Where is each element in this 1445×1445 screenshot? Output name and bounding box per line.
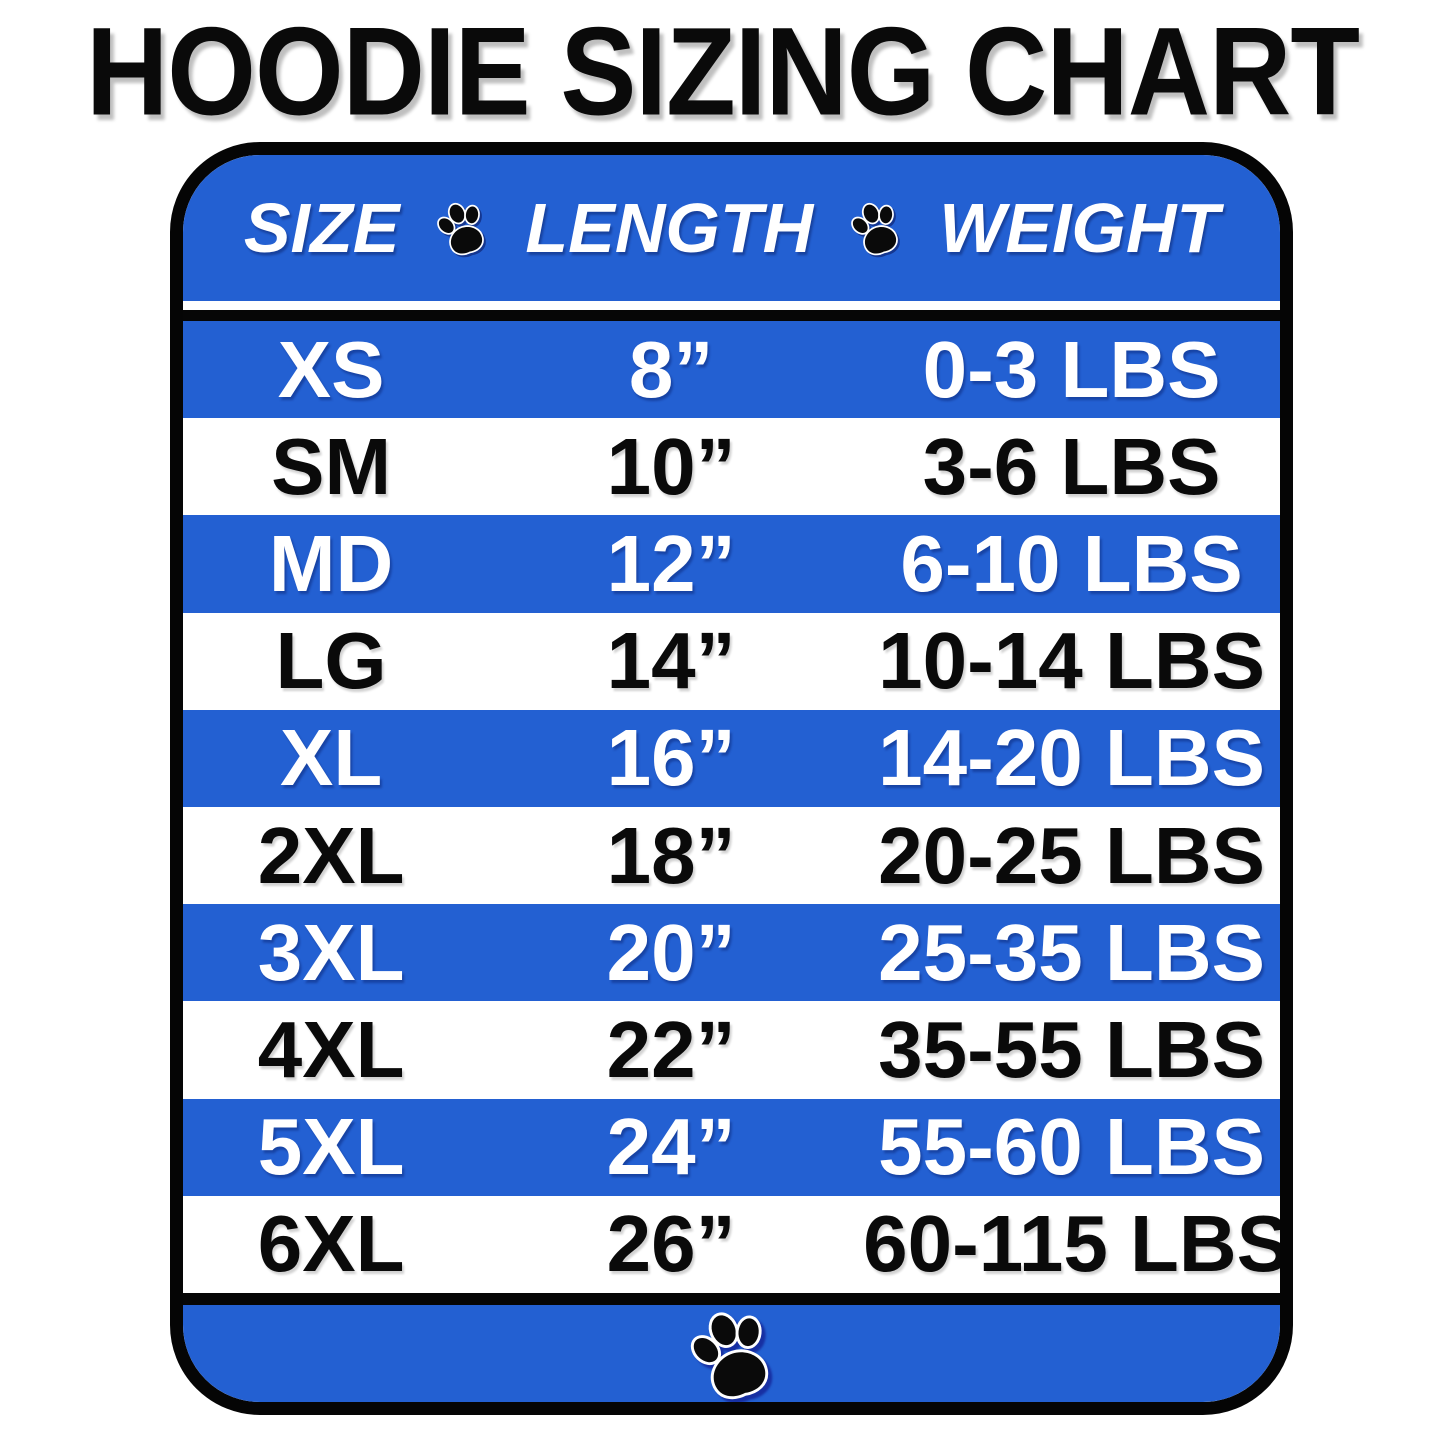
cell-weight: 20-25 LBS bbox=[878, 810, 1265, 900]
column-header-size: SIZE bbox=[243, 189, 400, 267]
cell-weight: 6-10 LBS bbox=[900, 519, 1243, 608]
cell-weight: 55-60 LBS bbox=[878, 1102, 1265, 1192]
cell-size: 2XL bbox=[257, 810, 405, 900]
table-row: 5XL 24” 55-60 LBS bbox=[183, 1098, 1280, 1196]
column-header-length: LENGTH bbox=[525, 189, 814, 267]
cell-size: LG bbox=[275, 616, 387, 706]
cell-length: 12” bbox=[606, 519, 736, 608]
table-row: 6XL 26” 60-115 LBS bbox=[183, 1195, 1291, 1294]
cell-size: SM bbox=[271, 421, 392, 511]
table-footer bbox=[183, 1305, 1280, 1402]
cell-weight: 14-20 LBS bbox=[878, 713, 1265, 803]
paw-icon bbox=[684, 1306, 780, 1402]
header-gap-strip bbox=[183, 301, 1280, 310]
paw-icon bbox=[433, 199, 491, 257]
table-row: 3XL 20” 25-35 LBS bbox=[183, 904, 1280, 1002]
table-row: 2XL 18” 20-25 LBS bbox=[183, 807, 1280, 905]
cell-weight: 0-3 LBS bbox=[922, 324, 1221, 414]
header-divider-line bbox=[183, 310, 1280, 321]
table-row: XL 16” 14-20 LBS bbox=[183, 709, 1280, 808]
cell-size: 5XL bbox=[257, 1102, 405, 1192]
cell-length: 24” bbox=[606, 1102, 736, 1192]
cell-length: 22” bbox=[606, 1005, 736, 1095]
cell-length: 26” bbox=[606, 1199, 736, 1289]
cell-size: 6XL bbox=[257, 1199, 405, 1289]
cell-length: 20” bbox=[606, 907, 736, 997]
table-row: LG 14” 10-14 LBS bbox=[183, 612, 1280, 710]
cell-size: MD bbox=[268, 519, 394, 608]
sizing-chart-card: SIZE LENGTH WEIGHT XS 8” 0-3 LBS SM 10” 3-6 L… bbox=[170, 142, 1293, 1415]
paw-icon bbox=[847, 199, 905, 257]
footer-divider-line bbox=[183, 1293, 1280, 1305]
table-header-row: SIZE LENGTH WEIGHT bbox=[183, 155, 1280, 301]
cell-length: 14” bbox=[606, 616, 736, 706]
table-body: XS 8” 0-3 LBS SM 10” 3-6 LBS MD 12” 6-10 LBS LG 14… bbox=[183, 321, 1291, 1294]
cell-length: 18” bbox=[606, 810, 736, 900]
cell-weight: 35-55 LBS bbox=[878, 1005, 1265, 1095]
cell-size: XL bbox=[279, 713, 383, 803]
cell-length: 8” bbox=[628, 324, 714, 414]
cell-size: XS bbox=[277, 324, 385, 414]
cell-length: 16” bbox=[606, 713, 736, 803]
table-row: SM 10” 3-6 LBS bbox=[183, 418, 1280, 516]
page-title: HOODIE SIZING CHART bbox=[85, 2, 1360, 142]
cell-size: 3XL bbox=[257, 907, 405, 997]
cell-weight: 10-14 LBS bbox=[878, 616, 1265, 706]
table-row: MD 12” 6-10 LBS bbox=[183, 515, 1280, 613]
table-row: XS 8” 0-3 LBS bbox=[183, 321, 1280, 419]
cell-size: 4XL bbox=[257, 1005, 405, 1095]
cell-weight: 25-35 LBS bbox=[878, 907, 1265, 997]
cell-weight: 60-115 LBS bbox=[863, 1199, 1291, 1289]
cell-weight: 3-6 LBS bbox=[922, 421, 1221, 511]
column-header-weight: WEIGHT bbox=[939, 189, 1220, 267]
cell-length: 10” bbox=[606, 421, 736, 511]
table-row: 4XL 22” 35-55 LBS bbox=[183, 1001, 1280, 1099]
